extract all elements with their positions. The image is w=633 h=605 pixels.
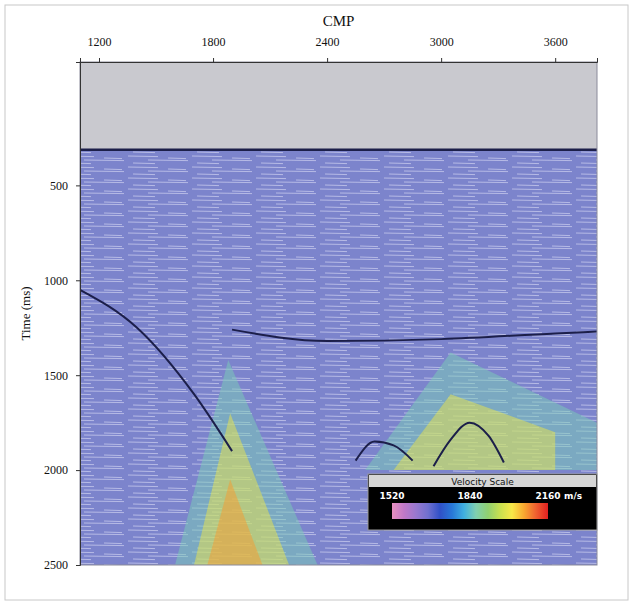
tick-mark xyxy=(76,185,80,186)
tick-mark xyxy=(76,375,80,376)
velocity-region xyxy=(175,360,318,565)
tick: 1200 xyxy=(88,35,112,62)
tick-label: 1000 xyxy=(44,274,68,288)
tick-mark xyxy=(76,565,80,566)
tick-label: 500 xyxy=(50,179,68,193)
axis-line xyxy=(81,58,598,63)
axis-title: Time (ms) xyxy=(18,286,33,340)
tick: 1800 xyxy=(202,35,226,62)
tick-label: 3600 xyxy=(544,35,568,49)
color-bar: Velocity Scale 1520 1840 2160 m/s xyxy=(368,474,597,530)
axis: 1200 1800 2400 3000 3600 xyxy=(81,35,598,63)
horizon xyxy=(232,330,597,341)
color-bar-tick-label: 2160 xyxy=(535,491,560,501)
tick-mark xyxy=(99,58,100,62)
color-bar-title: Velocity Scale xyxy=(451,477,514,487)
plot-area xyxy=(80,62,597,565)
horizon xyxy=(80,290,232,451)
seismic-background xyxy=(80,62,597,565)
tick-mark xyxy=(213,58,214,62)
tick: 2500 xyxy=(44,558,80,572)
tick: 2000 xyxy=(44,463,80,477)
tick-label: 2500 xyxy=(44,558,68,572)
color-bar-box xyxy=(368,474,597,530)
tick: 1500 xyxy=(44,369,80,383)
axis-title: CMP xyxy=(323,13,355,29)
tick: 500 xyxy=(50,179,80,193)
tick-label: 1800 xyxy=(202,35,226,49)
horizon xyxy=(434,423,504,467)
axis-line xyxy=(76,63,81,566)
horizon xyxy=(80,148,597,151)
chart: 1200 1800 2400 3000 3600 500 1000 1500 2000 2500 C… xyxy=(0,0,633,605)
tick-mark xyxy=(441,58,442,62)
tick-label: 1200 xyxy=(88,35,112,49)
tick-mark xyxy=(327,58,328,62)
axis: 500 1000 1500 2000 2500 xyxy=(44,63,81,573)
tick: 2400 xyxy=(316,35,340,62)
seismic-texture xyxy=(80,62,597,565)
tick-mark xyxy=(76,470,80,471)
velocity-region xyxy=(365,352,597,470)
velocity-region xyxy=(194,413,289,565)
tick: 3000 xyxy=(430,35,454,62)
color-bar-unit: m/s xyxy=(564,491,582,501)
color-bar-tick-label: 1520 xyxy=(379,491,404,501)
tick-label: 1500 xyxy=(44,369,68,383)
tick-label: 2400 xyxy=(316,35,340,49)
outer-frame xyxy=(5,5,628,600)
plot-frame xyxy=(80,62,597,565)
tick: 3600 xyxy=(544,35,568,62)
velocity-region xyxy=(394,394,556,470)
tick: 1000 xyxy=(44,274,80,288)
velocity-region xyxy=(207,480,262,565)
tick-label: 3000 xyxy=(430,35,454,49)
water-column xyxy=(80,62,597,150)
tick-mark xyxy=(555,58,556,62)
color-bar-gradient xyxy=(392,503,548,519)
tick-label: 2000 xyxy=(44,463,68,477)
tick-mark xyxy=(76,280,80,281)
color-bar-header xyxy=(369,475,596,487)
color-bar-tick-label: 1840 xyxy=(457,491,482,501)
horizon xyxy=(356,442,413,461)
